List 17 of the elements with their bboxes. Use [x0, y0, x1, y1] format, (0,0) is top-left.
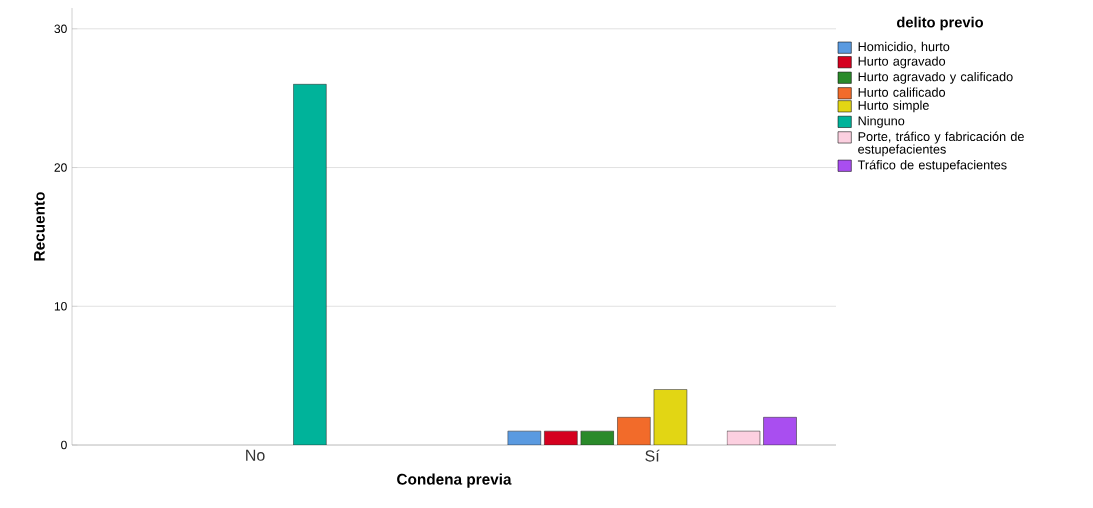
legend-label: Hurto agravado y calificado — [858, 71, 1013, 84]
legend-label: Hurto agravado — [858, 56, 946, 69]
x-tick-label: No — [246, 449, 265, 461]
legend-label: Hurto simple — [858, 100, 929, 113]
y-tick-label: 0 — [61, 440, 67, 450]
legend-label: Ninguno — [858, 116, 905, 128]
legend-label: Homicidio, hurto — [858, 41, 950, 53]
y-axis-title: Recuento — [34, 192, 45, 261]
x-tick-label: Sí — [645, 449, 660, 462]
x-axis-title: Condena previa — [397, 473, 512, 488]
y-tick-label: 20 — [54, 163, 67, 172]
legend-label: Porte, tráfico y fabricación de estupefacientes — [858, 131, 1024, 157]
legend-label: Hurto calificado — [858, 87, 946, 97]
legend-label: Tráfico de estupefacientes — [857, 159, 1007, 172]
y-tick-label: 10 — [54, 302, 67, 311]
legend-title: delito previo — [897, 16, 984, 31]
y-tick-label: 30 — [54, 24, 67, 34]
